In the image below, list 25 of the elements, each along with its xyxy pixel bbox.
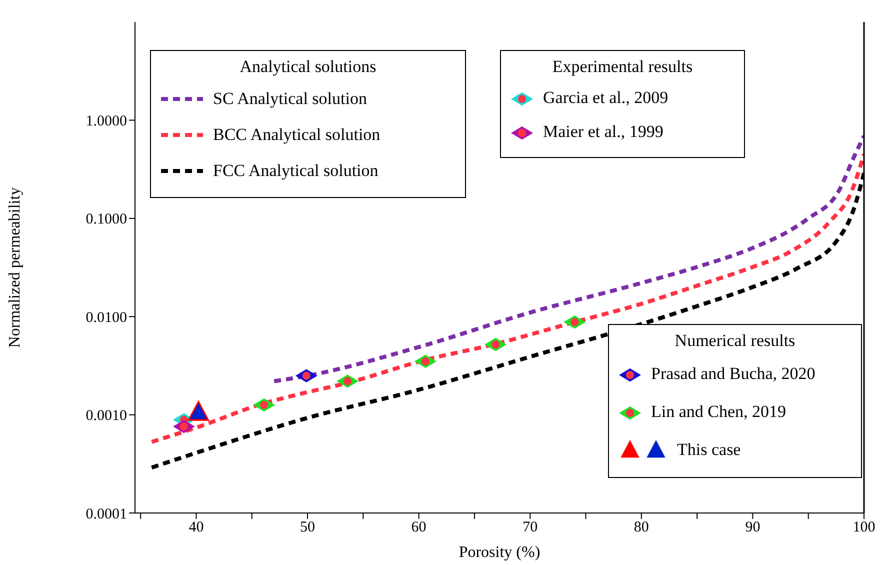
legend-label: SC Analytical solution bbox=[213, 89, 367, 109]
legend-label: Garcia et al., 2009 bbox=[543, 88, 668, 108]
legend-label: Prasad and Bucha, 2020 bbox=[651, 364, 816, 384]
annotation: Experimental results bbox=[551, 57, 694, 77]
y-tick-label: 0.0001 bbox=[86, 506, 127, 522]
x-tick-label: 70 bbox=[522, 520, 538, 536]
x-tick-label: 80 bbox=[634, 520, 649, 536]
y-tick-label: 0.0100 bbox=[86, 310, 127, 326]
legend-label: BCC Analytical solution bbox=[213, 125, 380, 145]
legend-label: Maier et al., 1999 bbox=[543, 122, 664, 142]
x-tick-label: 40 bbox=[188, 520, 204, 536]
y-tick-label: 0.0010 bbox=[86, 408, 127, 424]
y-tick-label: 0.1000 bbox=[86, 212, 127, 228]
x-tick-label: 100 bbox=[852, 520, 876, 536]
x-tick-label: 50 bbox=[300, 520, 316, 536]
legend-label: This case bbox=[677, 440, 741, 460]
annotation: Analytical solutions bbox=[238, 57, 378, 77]
annotation: Numerical results bbox=[674, 331, 796, 351]
x-axis-title: Porosity (%) bbox=[458, 544, 540, 561]
legend-label: Lin and Chen, 2019 bbox=[651, 402, 786, 422]
y-axis-title: Normalized permeability bbox=[6, 187, 24, 348]
y-tick-label: 1.0000 bbox=[86, 114, 127, 130]
x-tick-label: 60 bbox=[411, 520, 426, 536]
x-tick-label: 90 bbox=[745, 520, 760, 536]
legend-label: FCC Analytical solution bbox=[213, 161, 378, 181]
